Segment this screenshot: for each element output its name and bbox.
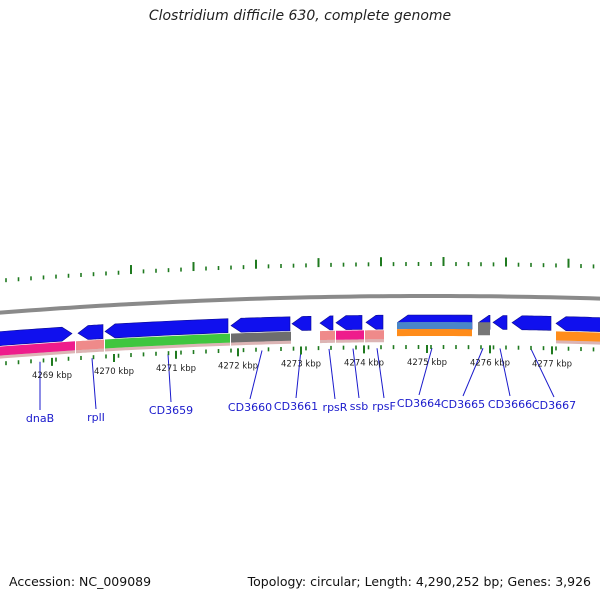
gene-feature-band (556, 331, 600, 342)
gene-feature-shadow (105, 342, 230, 352)
forward-gene-arrow (319, 315, 334, 331)
gene-feature-band (397, 329, 472, 337)
gene-label: CD3665 (441, 398, 485, 411)
gene-label-leader-line (167, 354, 172, 403)
genome-summary-text: Topology: circular; Length: 4,290,252 bp… (247, 574, 591, 589)
gene-label: CD3661 (274, 400, 318, 413)
gene-feature-shadow (365, 339, 384, 343)
gene-label-leader-line (295, 349, 302, 399)
gene-label: CD3660 (228, 401, 272, 414)
scale-tick-label: 4277 kbp (532, 359, 572, 369)
gene-label: dnaB (26, 412, 54, 425)
gene-feature-band (365, 330, 384, 340)
gene-feature-shadow (320, 339, 335, 344)
forward-gene-arrow (77, 324, 104, 340)
forward-gene-arrow (335, 315, 363, 330)
gene-label: CD3664 (397, 397, 441, 410)
gene-label-leader-line (462, 348, 484, 397)
gene-label-leader-line (530, 348, 555, 398)
gene-label: CD3659 (149, 404, 193, 417)
scale-tick-label: 4274 kbp (344, 358, 384, 368)
genome-title: Clostridium difficile 630, complete geno… (148, 8, 452, 24)
gene-label-leader-line (499, 348, 511, 397)
scale-tick-label: 4275 kbp (407, 358, 447, 368)
gene-feature-band (105, 333, 230, 349)
gene-label-leader-line (352, 348, 360, 399)
scale-tick-label: 4276 kbp (470, 358, 510, 368)
gene-label: CD3666 (488, 398, 532, 411)
gene-feature-band (0, 341, 75, 356)
gene-label: CD3667 (532, 399, 576, 412)
gene-label: rpsF (372, 400, 396, 413)
gene-feature-shadow (76, 348, 104, 354)
forward-gene-arrow (230, 316, 291, 333)
scale-tick-label: 4269 kbp (32, 371, 72, 381)
cds-feature-band (397, 322, 472, 330)
accession-text: Accession: NC_009089 (9, 574, 152, 589)
gene-label-leader-line (376, 348, 385, 399)
gene-feature-shadow (0, 350, 75, 359)
gene-feature-shadow (556, 340, 600, 345)
cds-feature-band (478, 322, 490, 336)
genome-backbone (0, 294, 600, 315)
gene-label: ssb (350, 400, 368, 413)
forward-gene-arrow (555, 316, 600, 332)
gene-feature-shadow (231, 340, 291, 346)
forward-gene-arrow (492, 315, 508, 330)
forward-gene-arrow (104, 318, 229, 339)
scale-tick-label: 4273 kbp (281, 359, 321, 369)
scale-tick-label: 4272 kbp (218, 361, 258, 371)
forward-gene-arrow (291, 315, 312, 331)
gene-label-leader-line (91, 358, 97, 410)
gene-label-leader-line (418, 347, 433, 396)
gene-feature-band (76, 339, 104, 351)
gene-feature-band (336, 330, 364, 340)
gene-label-leader-line (249, 350, 263, 400)
gene-label: rplI (87, 411, 105, 424)
forward-gene-arrow (0, 326, 73, 346)
forward-gene-arrow (511, 315, 552, 331)
gene-feature-shadow (336, 339, 364, 343)
scale-tick-label: 4271 kbp (156, 364, 196, 374)
forward-gene-arrow (365, 314, 384, 330)
gene-label-leader-line (328, 348, 336, 400)
scale-tick-label: 4270 kbp (94, 367, 134, 377)
gene-feature-band (320, 330, 335, 341)
gene-feature-band (231, 331, 291, 343)
gene-label: rpsR (323, 401, 348, 414)
